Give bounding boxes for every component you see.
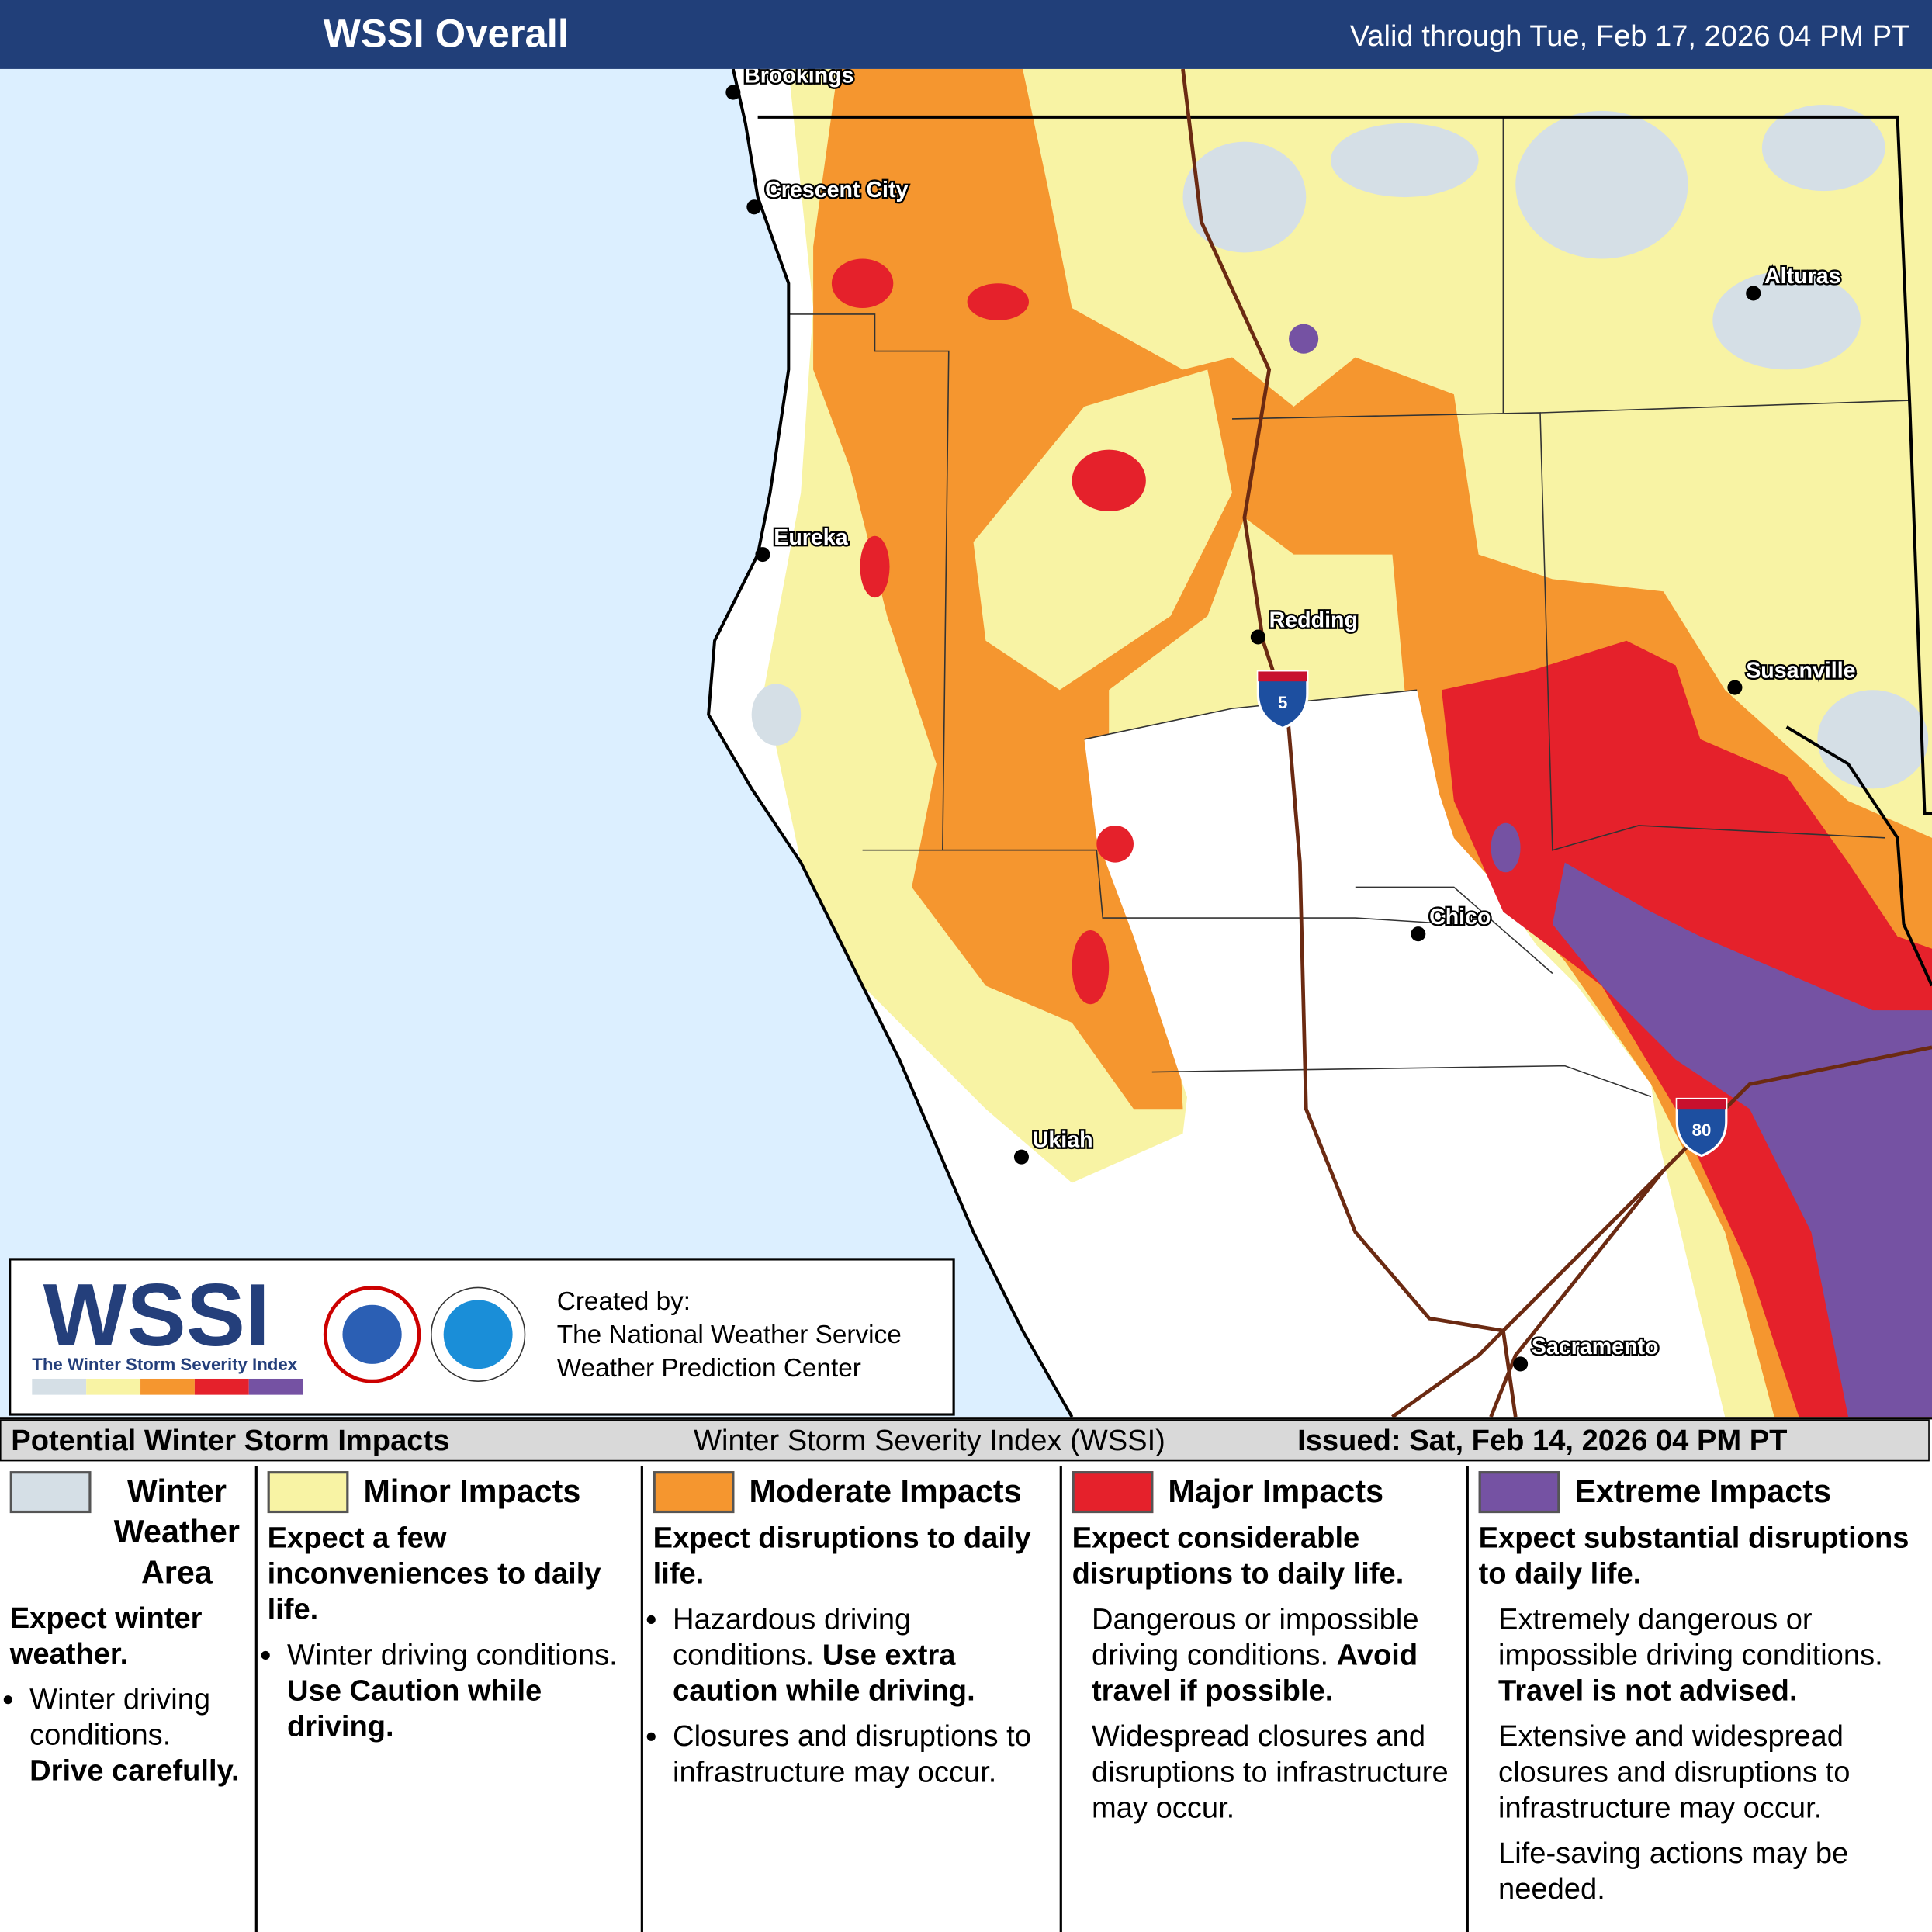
legend-item: Dangerous or impossible driving conditio… <box>1092 1601 1459 1709</box>
legend-heading: Major Impacts <box>1072 1471 1459 1514</box>
legend-item: Extensive and widespread closures and di… <box>1498 1719 1924 1826</box>
legend-swatch <box>9 1471 92 1514</box>
legend-heading: Extreme Impacts <box>1478 1471 1925 1514</box>
city-dot <box>755 547 770 563</box>
legend-item: Life-saving actions may be needed. <box>1498 1836 1924 1907</box>
highways <box>1181 68 1932 1418</box>
coastline <box>707 68 1074 1418</box>
city-dot <box>1727 680 1743 695</box>
legend-headline: Expect considerable disruptions to daily… <box>1072 1522 1404 1591</box>
city-dot <box>1411 926 1426 942</box>
legend-item: Extremely dangerous or impossible drivin… <box>1498 1601 1924 1709</box>
city-dot <box>1746 286 1761 301</box>
county-lines <box>788 116 1910 1098</box>
highway-shield-top <box>1677 1099 1726 1110</box>
legend-emphasis: Use extra caution while driving. <box>673 1639 975 1708</box>
legend-name: Minor Impacts <box>363 1472 581 1510</box>
city-dot <box>746 199 762 215</box>
legend-emphasis: Drive carefully. <box>29 1754 240 1788</box>
legend-text: Closures and disruptions to infrastructu… <box>673 1719 1031 1789</box>
legend-list: Winter driving conditions. Drive careful… <box>10 1682 248 1789</box>
legend-emphasis: Travel is not advised. <box>1498 1674 1798 1708</box>
legend-name: Moderate Impacts <box>749 1472 1022 1510</box>
logo-subtitle: The Winter Storm Severity Index <box>32 1355 297 1374</box>
city-dot <box>1250 629 1265 645</box>
legend-headline: Expect substantial disruptions to daily … <box>1478 1522 1909 1591</box>
credit-line: The National Weather Service <box>557 1321 902 1349</box>
legend-bar: Potential Winter Storm Impacts Winter St… <box>0 1419 1930 1462</box>
legend-heading: Winter Weather Area <box>9 1471 248 1593</box>
legend-name: Extreme Impacts <box>1574 1472 1831 1510</box>
legend-text: Hazardous driving conditions. <box>673 1603 912 1672</box>
city-label: Crescent City <box>765 178 908 203</box>
legend-column: Moderate Impacts Expect disruptions to da… <box>640 1466 1060 1932</box>
city-dot <box>1013 1149 1029 1165</box>
legend-headline: Expect disruptions to daily life. <box>653 1522 1031 1591</box>
legend-issued: Issued: Sat, Feb 14, 2026 04 PM PT <box>1297 1424 1788 1458</box>
legend-column: Major Impacts Expect considerable disrupt… <box>1059 1466 1466 1932</box>
legend-list: Winter driving conditions. Use Caution w… <box>268 1637 634 1744</box>
legend-swatch <box>1478 1471 1560 1514</box>
legend-text: Dangerous or impossible driving conditio… <box>1091 1603 1419 1672</box>
city-label: Ukiah <box>1033 1127 1093 1152</box>
logo-title: WSSI <box>43 1266 270 1365</box>
legend-emphasis: Avoid travel if possible. <box>1091 1639 1418 1708</box>
legend-swatch <box>267 1471 349 1514</box>
highway-label: 5 <box>1278 693 1287 712</box>
legend-text: Life-saving actions may be needed. <box>1498 1837 1849 1906</box>
legend-item: Closures and disruptions to infrastructu… <box>673 1719 1052 1790</box>
map: WSSI The Winter Storm Severity Index Cre… <box>0 0 1932 1418</box>
highway-shield-top <box>1258 671 1307 682</box>
credit-line: Weather Prediction Center <box>557 1354 861 1383</box>
city-label: Eureka <box>774 525 848 550</box>
city-label: Redding <box>1269 608 1358 632</box>
legend-emphasis: Use Caution while driving. <box>287 1674 542 1744</box>
legend-column: Minor Impacts Expect a few inconveniences… <box>254 1466 641 1932</box>
extreme-zone <box>1289 324 1932 1418</box>
legend-item: Winter driving conditions. Use Caution w… <box>287 1637 633 1744</box>
city-dot <box>1513 1356 1529 1372</box>
legend-item: Winter driving conditions. Drive careful… <box>29 1682 248 1789</box>
legend-text: Winter driving conditions. <box>287 1639 618 1672</box>
ocean <box>0 68 1072 1418</box>
city-label: Sacramento <box>1532 1335 1659 1359</box>
legend-column: Extreme Impacts Expect substantial disrup… <box>1466 1466 1932 1932</box>
legend-name: Major Impacts <box>1168 1472 1384 1510</box>
legend-column: Winter Weather Area Expect winter weather… <box>0 1466 255 1932</box>
city-label: Susanville <box>1746 658 1855 683</box>
state-lines <box>757 115 1932 987</box>
legend-swatch <box>1072 1471 1154 1514</box>
legend-text: Winter driving conditions. <box>29 1683 211 1753</box>
valley <box>1084 690 1664 1418</box>
credit-line: Created by: <box>557 1287 691 1316</box>
legend-name: Winter Weather Area <box>113 1472 240 1591</box>
header-valid: Valid through Tue, Feb 17, 2026 04 PM PT <box>1350 20 1910 53</box>
legend: Potential Winter Storm Impacts Winter St… <box>0 1417 1932 1932</box>
legend-item: Hazardous driving conditions. Use extra … <box>673 1601 1052 1709</box>
header-bar <box>0 0 1932 69</box>
legend-text: Extremely dangerous or impossible drivin… <box>1498 1603 1883 1672</box>
legend-headline: Expect winter weather. <box>9 1601 203 1671</box>
legend-text: Widespread closures and disruptions to i… <box>1091 1719 1449 1825</box>
header-title: WSSI Overall <box>324 11 569 55</box>
city-label: Chico <box>1429 905 1491 930</box>
minor-zone <box>973 369 1233 691</box>
legend-text: Extensive and widespread closures and di… <box>1498 1719 1851 1825</box>
legend-heading: Minor Impacts <box>267 1471 634 1514</box>
legend-heading: Moderate Impacts <box>653 1471 1053 1514</box>
highway-shield <box>1256 670 1309 730</box>
logo-box: WSSI The Winter Storm Severity Index Cre… <box>9 1258 955 1416</box>
city-dot <box>725 85 741 100</box>
legend-list: Hazardous driving conditions. Use extra … <box>653 1601 1053 1790</box>
highway-shield <box>1675 1097 1728 1158</box>
legend-headline: Expect a few inconveniences to daily lif… <box>267 1522 601 1627</box>
highway-label: 80 <box>1692 1120 1712 1140</box>
legend-title: Potential Winter Storm Impacts <box>11 1424 450 1458</box>
legend-item: Widespread closures and disruptions to i… <box>1092 1719 1459 1826</box>
city-label: Alturas <box>1764 264 1840 289</box>
legend-swatch <box>653 1471 735 1514</box>
legend-subtitle: Winter Storm Severity Index (WSSI) <box>694 1424 1165 1458</box>
